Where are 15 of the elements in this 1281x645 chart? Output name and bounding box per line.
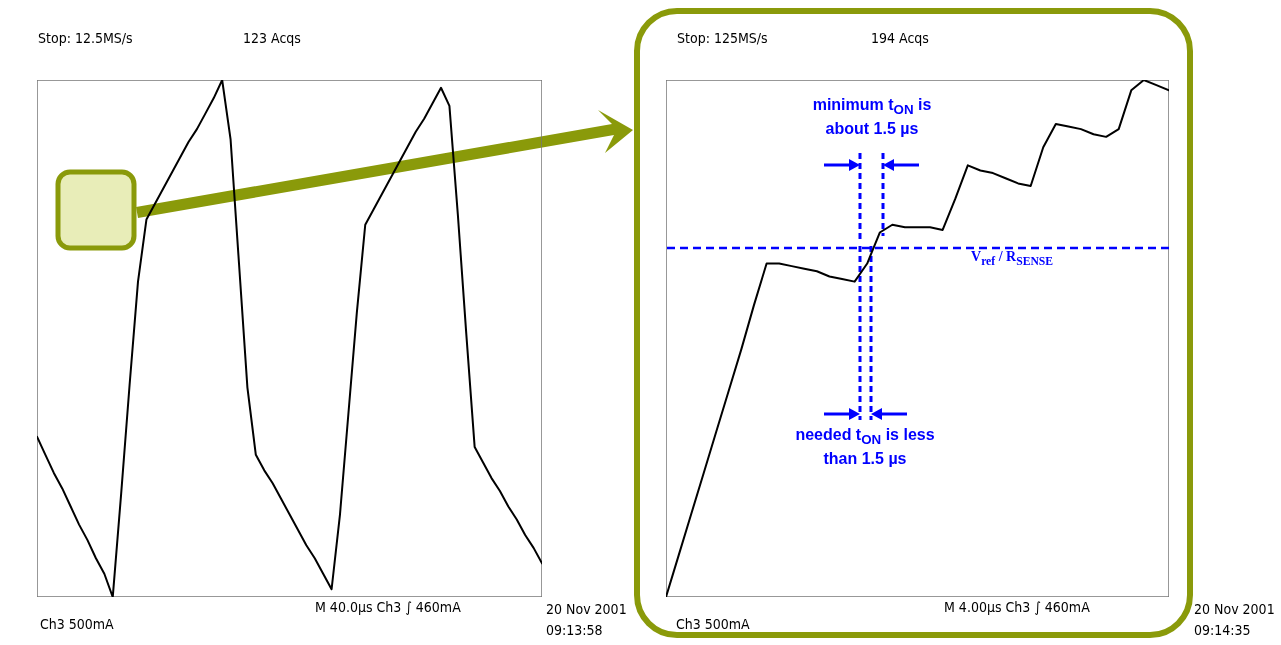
text: 123 Acqs [243, 30, 301, 47]
annotation: needed t$_{ON}$ is less than 1.5 µs [794, 425, 936, 469]
text: Ch3 500mA [40, 616, 114, 633]
text: Ch3 500mA [676, 616, 750, 633]
text: 09:14:35 [1194, 622, 1251, 639]
annotation: minimum t$_{ON}$ is about 1.5 µs [811, 95, 933, 139]
text: Stop: 125MS/s [677, 30, 768, 47]
text: M 40.0µs Ch3 ∫ 460mA [315, 599, 461, 616]
text: 20 Nov 2001 [1194, 601, 1275, 618]
text: M 4.00µs Ch3 ∫ 460mA [944, 599, 1090, 616]
text: 20 Nov 2001 [546, 601, 627, 618]
ref-line-label: V$_{ref}$ / R$_{SENSE}$ [971, 249, 1054, 268]
text: Stop: 12.5MS/s [38, 30, 133, 47]
text: 194 Acqs [871, 30, 929, 47]
text: 09:13:58 [546, 622, 603, 639]
